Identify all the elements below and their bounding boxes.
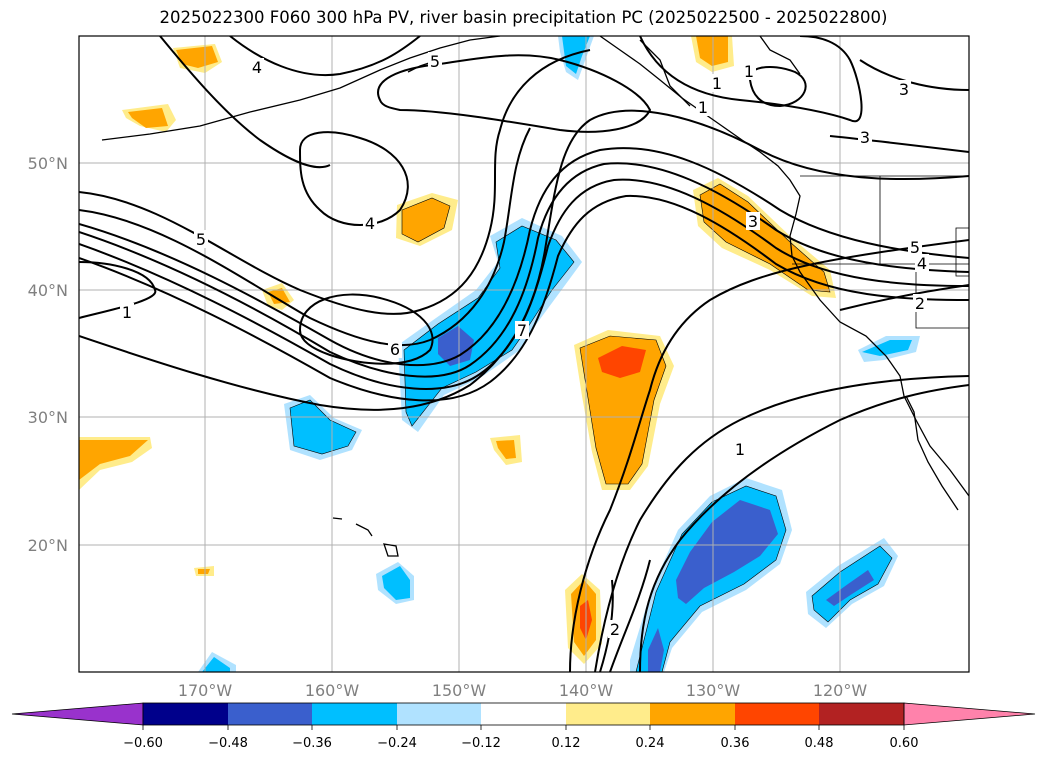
svg-text:6: 6: [390, 340, 400, 359]
contour-label-12: 5: [908, 238, 922, 257]
svg-text:3: 3: [860, 128, 870, 147]
pv-contours: [79, 36, 969, 672]
contour-label-18: 1: [696, 98, 710, 117]
colorbar-tick-label: −0.48: [208, 736, 248, 751]
lon-label-130w: 130°W: [686, 681, 741, 700]
colorbar-segment: [397, 703, 481, 725]
colorbar-tick-label: 0.60: [890, 736, 919, 751]
colorbar-low-extend: [11, 702, 144, 726]
lat-label-20: 20°N: [28, 536, 68, 555]
colorbar-tick-label: 0.24: [636, 736, 665, 751]
svg-text:1: 1: [744, 62, 754, 81]
svg-text:2: 2: [610, 620, 620, 639]
svg-text:3: 3: [748, 212, 758, 231]
contour-label-11: 4: [915, 254, 929, 273]
contour-label-8: 4: [363, 214, 377, 233]
contour-label-9: 3: [746, 212, 760, 231]
svg-text:5: 5: [910, 238, 920, 257]
coastlines: [101, 36, 969, 557]
colorbar-frame: [142, 702, 905, 726]
colorbar-segment: [312, 703, 397, 725]
colorbar-tick-label: −0.60: [123, 736, 163, 751]
contour-label-10: 2: [913, 294, 927, 313]
contour-label-1: 4: [250, 58, 264, 77]
svg-text:1: 1: [122, 303, 132, 322]
colorbar-segment: [819, 703, 904, 725]
lat-label-50: 50°N: [28, 154, 68, 173]
svg-text:5: 5: [196, 230, 206, 249]
svg-text:1: 1: [735, 440, 745, 459]
colorbar-ticks: [142, 725, 905, 730]
lon-label-140w: 140°W: [559, 681, 614, 700]
contour-label-7: 5: [194, 230, 208, 249]
colorbar-segment: [735, 703, 819, 725]
contour-label-17: 2: [608, 620, 622, 639]
svg-text:3: 3: [899, 80, 909, 99]
contour-label-4: 3: [897, 80, 911, 99]
lat-label-30: 30°N: [28, 408, 68, 427]
pv-contour-labels: 4 5 1 3 1 3 5: [120, 52, 929, 639]
svg-text:2: 2: [915, 294, 925, 313]
colorbar-tick-label: 0.12: [552, 736, 581, 751]
colorbar: −0.60 −0.48 −0.36 −0.24 −0.12 0.12 0.24 …: [11, 702, 1036, 751]
precip-fill-layer: [79, 36, 920, 672]
colorbar-tick-label: 0.36: [721, 736, 750, 751]
colorbar-segment: [566, 703, 650, 725]
svg-text:1: 1: [698, 98, 708, 117]
svg-text:4: 4: [252, 58, 262, 77]
colorbar-segment: [481, 703, 566, 725]
contour-label-2: 5: [428, 52, 442, 71]
lon-label-150w: 150°W: [432, 681, 487, 700]
colorbar-segment: [228, 703, 312, 725]
contour-label-5: 1: [710, 74, 724, 93]
colorbar-tick-label: −0.24: [377, 736, 417, 751]
lon-labels: 170°W 160°W 150°W 140°W 130°W 120°W: [178, 681, 868, 700]
contour-label-3: 1: [742, 62, 756, 81]
svg-text:7: 7: [517, 321, 527, 340]
colorbar-tick-label: −0.12: [461, 736, 501, 751]
svg-text:1: 1: [712, 74, 722, 93]
lon-label-170w: 170°W: [178, 681, 233, 700]
lat-label-40: 40°N: [28, 281, 68, 300]
contour-label-16: 1: [733, 440, 747, 459]
lon-label-120w: 120°W: [813, 681, 868, 700]
contour-label-6: 3: [858, 128, 872, 147]
svg-text:5: 5: [430, 52, 440, 71]
colorbar-segment: [650, 703, 735, 725]
plot-frame: [78, 35, 970, 673]
contour-label-14: 6: [388, 340, 402, 359]
colorbar-tick-label: 0.48: [805, 736, 834, 751]
colorbar-tick-label: −0.36: [292, 736, 332, 751]
colorbar-high-extend: [903, 702, 1036, 726]
contour-label-13: 1: [120, 303, 134, 322]
lon-label-160w: 160°W: [305, 681, 360, 700]
svg-text:4: 4: [917, 254, 927, 273]
svg-text:4: 4: [365, 214, 375, 233]
colorbar-segment: [143, 703, 228, 725]
contour-label-15: 7: [515, 321, 529, 340]
map-title: 2025022300 F060 300 hPa PV, river basin …: [159, 8, 888, 27]
lat-labels: 50°N 40°N 30°N 20°N: [28, 154, 68, 555]
